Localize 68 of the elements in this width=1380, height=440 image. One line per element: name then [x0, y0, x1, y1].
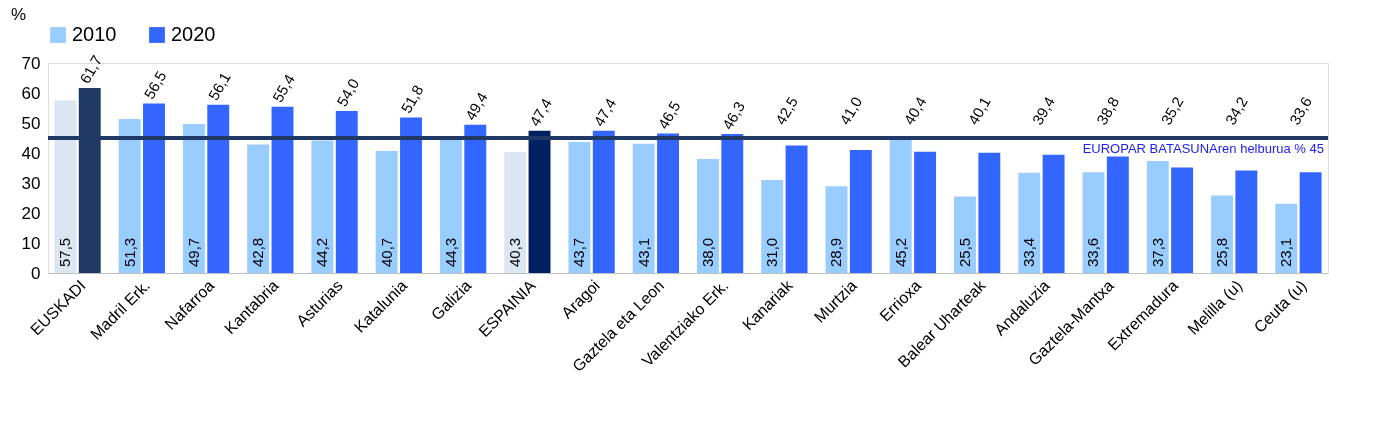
- data-label: 25,8: [1213, 237, 1231, 267]
- y-tick-label: 50: [21, 113, 41, 133]
- bar: [504, 152, 527, 273]
- y-tick-label: 30: [21, 173, 41, 193]
- y-tick-label: 10: [21, 233, 41, 253]
- y-tick-label: 0: [31, 263, 41, 283]
- data-label: 57,5: [56, 237, 74, 267]
- legend-label: 2010: [72, 23, 117, 45]
- data-label: 38,0: [698, 237, 716, 267]
- data-label: 51,3: [120, 237, 138, 267]
- data-label: 40,7: [377, 237, 395, 267]
- bar: [761, 180, 784, 273]
- bar: [1146, 161, 1169, 273]
- bar: [400, 117, 422, 273]
- bar: [1106, 156, 1129, 273]
- bar: [592, 130, 615, 273]
- legend-label: 2020: [171, 23, 216, 45]
- y-tick-label: 70: [21, 53, 41, 73]
- y-tick-label: 60: [21, 83, 41, 103]
- bar: [182, 123, 205, 273]
- data-label: 31,0: [763, 237, 781, 267]
- bar: [1299, 172, 1322, 273]
- bar: [143, 103, 165, 273]
- bar: [978, 152, 1001, 273]
- data-label: 37,3: [1148, 237, 1166, 267]
- bar: [464, 124, 487, 273]
- bar: [785, 145, 808, 273]
- bar: [335, 111, 358, 273]
- bar: [697, 159, 719, 273]
- bar: [375, 150, 398, 273]
- y-tick-label: 20: [21, 203, 41, 223]
- bar: [1018, 172, 1041, 273]
- data-label: 33,4: [1020, 237, 1038, 267]
- y-axis-title: %: [10, 4, 27, 24]
- bar: [1235, 170, 1258, 273]
- ref-line-label: EUROPAR BATASUNAren helburua % 45: [1082, 141, 1324, 156]
- bar: [632, 143, 655, 273]
- bar: [439, 140, 462, 273]
- y-tick-label: 40: [21, 143, 41, 163]
- bar: [528, 130, 551, 273]
- bar: [207, 104, 230, 273]
- data-label: 42,8: [249, 237, 267, 267]
- bar: [1171, 167, 1194, 273]
- data-label: 44,3: [441, 237, 459, 267]
- data-label: 28,9: [827, 237, 845, 267]
- data-label: 44,2: [313, 237, 331, 267]
- data-label: 43,7: [570, 237, 588, 267]
- data-label: 49,7: [184, 237, 202, 267]
- data-label: 40,3: [506, 237, 524, 267]
- bar: [568, 141, 591, 273]
- bar: [118, 119, 141, 273]
- bar: [849, 150, 872, 273]
- bar: [1042, 154, 1065, 273]
- data-label: 25,5: [955, 237, 973, 267]
- data-label: 23,1: [1277, 237, 1295, 267]
- data-label: 33,6: [1084, 237, 1102, 267]
- data-label: 45,2: [891, 237, 909, 267]
- bar: [954, 196, 976, 273]
- bar: [721, 134, 744, 273]
- bar: [914, 151, 937, 273]
- bar: [247, 144, 270, 273]
- bar: [54, 100, 77, 273]
- bar: [271, 106, 294, 273]
- bar: [657, 133, 679, 273]
- bar: [311, 140, 334, 273]
- data-label: 43,1: [634, 237, 652, 267]
- bar: [1275, 203, 1298, 273]
- bar: [889, 137, 912, 273]
